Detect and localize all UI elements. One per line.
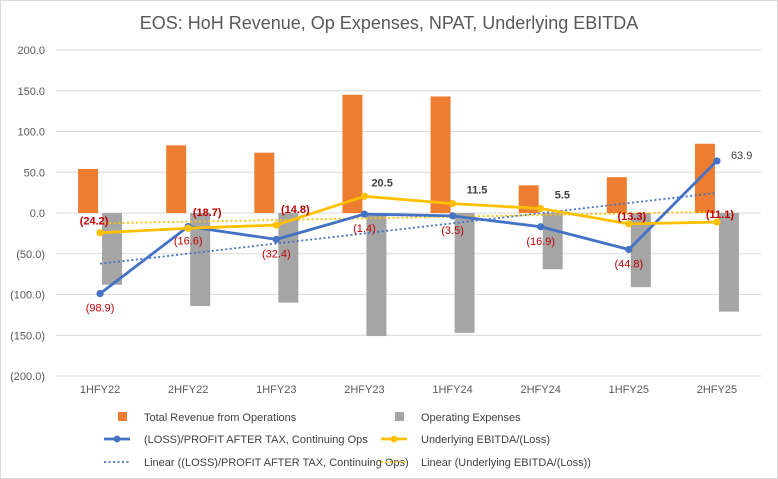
bar-revenue	[254, 152, 275, 213]
y-tick-label: (150.0)	[10, 330, 45, 342]
legend-item-expenses: Operating Expenses	[395, 412, 521, 424]
legend-label: Linear ((LOSS)/PROFIT AFTER TAX, Continu…	[144, 457, 409, 469]
ebitda-data-label: 20.5	[371, 177, 392, 189]
npat-point	[96, 290, 104, 298]
bars	[78, 94, 739, 337]
x-tick-label: 1HFY25	[609, 384, 649, 396]
x-tick-label: 1HFY23	[256, 384, 296, 396]
legend-swatch	[395, 412, 404, 421]
legend-label: Operating Expenses	[421, 412, 521, 424]
chart-title: EOS: HoH Revenue, Op Expenses, NPAT, Und…	[140, 13, 639, 33]
ebitda-point	[272, 221, 280, 229]
npat-data-label: (98.9)	[86, 303, 115, 315]
ebitda-point	[448, 200, 457, 208]
y-tick-label: (50.0)	[16, 249, 45, 261]
legend-swatch-marker	[113, 435, 121, 443]
x-tick-label: 1HFY22	[80, 384, 120, 396]
legend-label: Underlying EBITDA/(Loss)	[421, 434, 550, 446]
y-tick-label: 100.0	[17, 127, 45, 139]
npat-data-label: 63.9	[731, 150, 752, 162]
ebitda-series-line	[99, 194, 717, 235]
ebitda_trend-line	[100, 210, 717, 225]
bar-expenses	[454, 213, 475, 333]
data-labels: (98.9) (16.6) (32.4) (1.4) (3.5) (16.9) (44.8)…	[80, 150, 753, 315]
ebitda-point	[96, 229, 104, 237]
x-axis: 1HFY22 2HFY22 1HFY23 2HFY23 1HFY24 2HFY24 1HFY…	[80, 384, 737, 396]
x-tick-label: 2HFY24	[521, 384, 561, 396]
npat-point	[272, 235, 280, 244]
ebitda-data-label: 5.5	[555, 190, 570, 202]
legend-label: (LOSS)/PROFIT AFTER TAX, Continuing Ops	[144, 434, 368, 446]
series-lines	[96, 157, 721, 298]
npat-point	[625, 245, 633, 254]
legend-item-npat: (LOSS)/PROFIT AFTER TAX, Continuing Ops	[104, 434, 368, 446]
bar-revenue	[342, 94, 363, 213]
ebitda-data-label: (18.7)	[193, 207, 222, 219]
x-tick-label: 2HFY25	[697, 384, 737, 396]
npat-point	[713, 157, 721, 165]
ebitda-data-label: 11.5	[467, 185, 488, 197]
bar-expenses	[542, 213, 563, 270]
y-tick-label: 200.0	[17, 45, 45, 57]
y-tick-label: 0.0	[30, 208, 45, 220]
bar-expenses	[366, 213, 387, 337]
bar-revenue	[78, 168, 99, 213]
y-tick-label: 50.0	[24, 167, 45, 179]
x-tick-label: 2HFY22	[168, 384, 208, 396]
npat-data-label: (3.5)	[441, 225, 464, 237]
x-tick-label: 1HFY24	[432, 384, 472, 396]
y-tick-label: 150.0	[17, 86, 45, 98]
y-axis: 200.0 150.0 100.0 50.0 0.0 (50.0) (100.0) (150.…	[10, 45, 45, 383]
ebitda-point	[184, 224, 192, 232]
ebitda-data-label: (11.1)	[706, 209, 734, 221]
ebitda-point	[713, 218, 721, 226]
bar-revenue	[606, 177, 627, 213]
legend-item-ebitda-trend: Linear (Underlying EBITDA/(Loss))	[381, 457, 591, 469]
bar-revenue	[166, 145, 187, 213]
npat-point	[448, 212, 457, 220]
npat-data-label: (32.4)	[262, 248, 291, 260]
ebitda-data-label: (13.3)	[617, 211, 646, 223]
ebitda-point	[360, 192, 369, 200]
npat-data-label: (16.9)	[526, 236, 555, 248]
trendlines	[99, 192, 718, 265]
legend-item-npat-trend: Linear ((LOSS)/PROFIT AFTER TAX, Continu…	[104, 457, 409, 469]
legend-item-ebitda: Underlying EBITDA/(Loss)	[381, 434, 550, 446]
legend: Total Revenue from Operations Operating E…	[104, 412, 591, 469]
ebitda-data-label: (14.8)	[281, 204, 310, 216]
npat-data-label: (16.6)	[174, 236, 203, 248]
npat-data-label: (44.8)	[614, 259, 643, 271]
x-tick-label: 2HFY23	[344, 384, 384, 396]
legend-swatch-marker	[390, 435, 398, 443]
legend-label: Linear (Underlying EBITDA/(Loss))	[421, 457, 591, 469]
npat-data-label: (1.4)	[353, 223, 376, 235]
ebitda-data-label: (24.2)	[80, 216, 109, 228]
bar-revenue	[430, 96, 451, 213]
y-tick-label: (100.0)	[10, 290, 45, 302]
legend-label: Total Revenue from Operations	[144, 412, 297, 424]
ebitda-point	[537, 204, 545, 213]
bar-revenue	[518, 185, 539, 213]
legend-item-revenue: Total Revenue from Operations	[118, 412, 297, 424]
npat-point	[537, 223, 545, 231]
bar-expenses	[190, 213, 211, 306]
npat-point	[360, 210, 369, 218]
bar-expenses	[718, 213, 739, 312]
legend-swatch	[118, 412, 127, 421]
ebitda-point	[625, 220, 633, 228]
y-tick-label: (200.0)	[10, 371, 45, 383]
